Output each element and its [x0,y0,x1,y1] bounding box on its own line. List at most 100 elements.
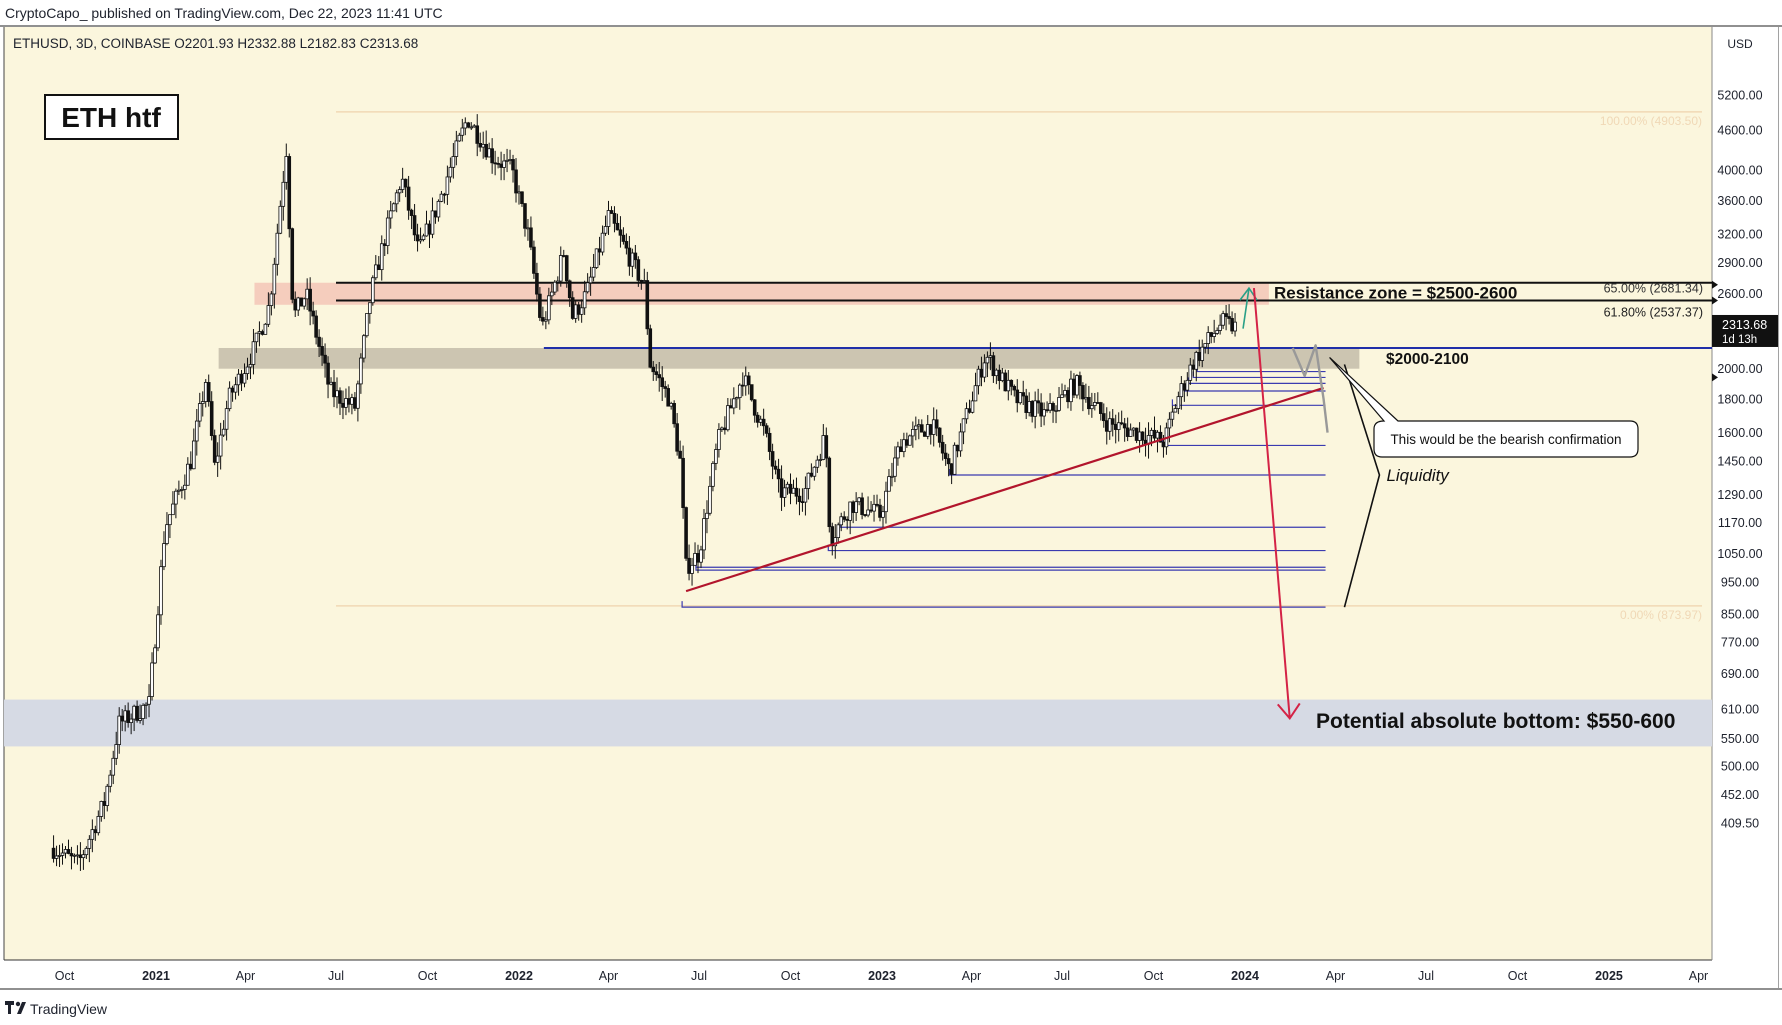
candle-up [123,710,127,722]
candle-up [445,176,450,195]
candle-down [779,478,784,498]
footer-brand: TradingView [30,1001,108,1017]
candle-up [699,549,703,563]
time-tick-label: Oct [418,969,438,983]
candle-down [493,162,497,165]
candle-up [245,366,250,374]
plot-area[interactable] [4,27,1712,960]
candle-up [430,210,435,235]
candle-up [421,235,426,240]
candle-down [761,418,766,427]
candle-up [606,210,611,227]
candle-down [842,516,847,520]
candle-up [914,425,918,430]
candle-down [427,223,432,235]
candle-up [994,369,999,377]
candle-down [827,457,832,528]
candle-down [338,390,342,404]
candle-up [481,143,485,148]
candle-down [1045,409,1049,412]
candle-up [702,518,706,551]
candle-up [952,444,957,475]
candle-up [1221,313,1225,326]
candle-up [180,489,184,491]
candle-up [1188,364,1193,381]
candle-up [1206,332,1211,344]
candle-up [84,847,89,856]
candle-down [1051,403,1055,411]
currency-label[interactable]: USD [1727,37,1753,51]
candle-down [189,463,193,470]
candle-up [487,148,491,158]
candle-down [93,829,98,834]
price-tick-label: 2600.00 [1717,287,1762,301]
candle-up [129,718,133,723]
candle-down [326,362,330,385]
candle-up [908,435,912,446]
candle-up [457,134,462,142]
candle-up [1090,405,1094,410]
candle-up [305,288,309,300]
candle-up [379,243,384,271]
candle-up [75,854,80,857]
candle-down [657,374,662,379]
candle-up [242,373,247,384]
candle-up [335,390,339,398]
candle-up [1149,429,1154,436]
candle-up [90,829,95,840]
time-tick-label: Oct [1508,969,1528,983]
candle-down [511,159,515,171]
candle-down [1104,420,1109,432]
candle-up [705,512,709,519]
candle-down [323,354,327,364]
candle-down [639,279,644,282]
candle-up [1200,346,1205,361]
candle-up [156,614,160,649]
candle-down [633,252,638,261]
candle-up [982,362,987,378]
candle-up [362,335,366,359]
candle-up [872,503,876,512]
time-tick-label: Apr [1326,969,1345,983]
candle-up [1107,418,1112,432]
candle-up [200,401,205,404]
candle-up [964,408,969,420]
candle-up [1060,394,1064,398]
candle-up [233,384,238,393]
candle-down [293,298,298,311]
candle-down [1119,422,1124,425]
candle-up [758,418,763,423]
time-tick-label: 2021 [142,969,170,983]
candle-down [1197,351,1202,361]
candle-up [588,276,593,284]
candle-down [937,427,942,443]
time-tick-label: 2025 [1595,969,1623,983]
candle-up [224,408,229,430]
candle-down [570,297,575,319]
callout-text: This would be the bearish confirmation [1390,432,1621,447]
candle-up [1218,324,1222,331]
candle-down [209,401,214,436]
candles-layer [51,114,1237,871]
candle-up [153,647,157,664]
price-tick-label: 1050.00 [1717,547,1762,561]
candle-up [785,483,790,489]
candle-down [809,472,814,477]
candle-down [51,847,56,859]
candle-up [284,156,289,183]
time-tick-label: Apr [962,969,981,983]
candle-down [767,432,772,452]
candle-down [729,405,733,409]
price-tick-label: 1600.00 [1717,426,1762,440]
price-axis[interactable] [1712,27,1778,960]
candle-up [573,304,578,319]
candle-up [227,387,232,410]
price-tick-label: 550.00 [1721,732,1759,746]
candle-up [547,295,551,321]
liquidity-line [681,601,1326,608]
candle-down [567,280,572,299]
liquidity-label: Liquidity [1386,466,1450,485]
candle-down [212,435,217,463]
liquidity-line [949,468,1326,476]
